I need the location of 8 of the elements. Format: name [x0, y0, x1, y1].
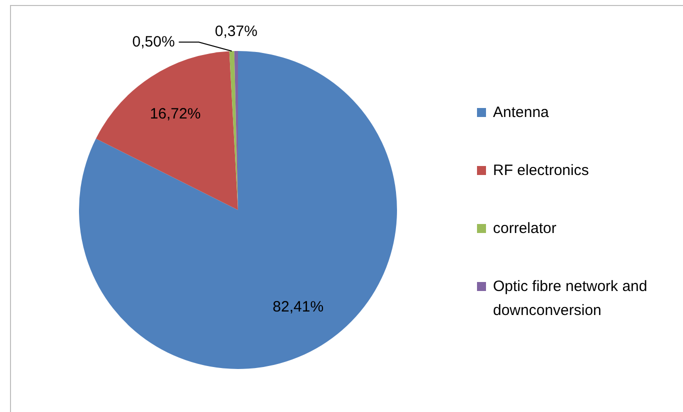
data-label: 0,50%: [132, 33, 175, 50]
legend-label: Optic fibre network and downconversion: [493, 277, 648, 321]
legend-label: RF electronics: [493, 161, 590, 181]
data-label: 0,37%: [214, 23, 258, 40]
legend-label: correlator: [493, 219, 558, 239]
legend-label: Antenna: [493, 103, 550, 123]
data-label: 16,72%: [150, 105, 201, 122]
data-label: 82,41%: [272, 298, 324, 316]
